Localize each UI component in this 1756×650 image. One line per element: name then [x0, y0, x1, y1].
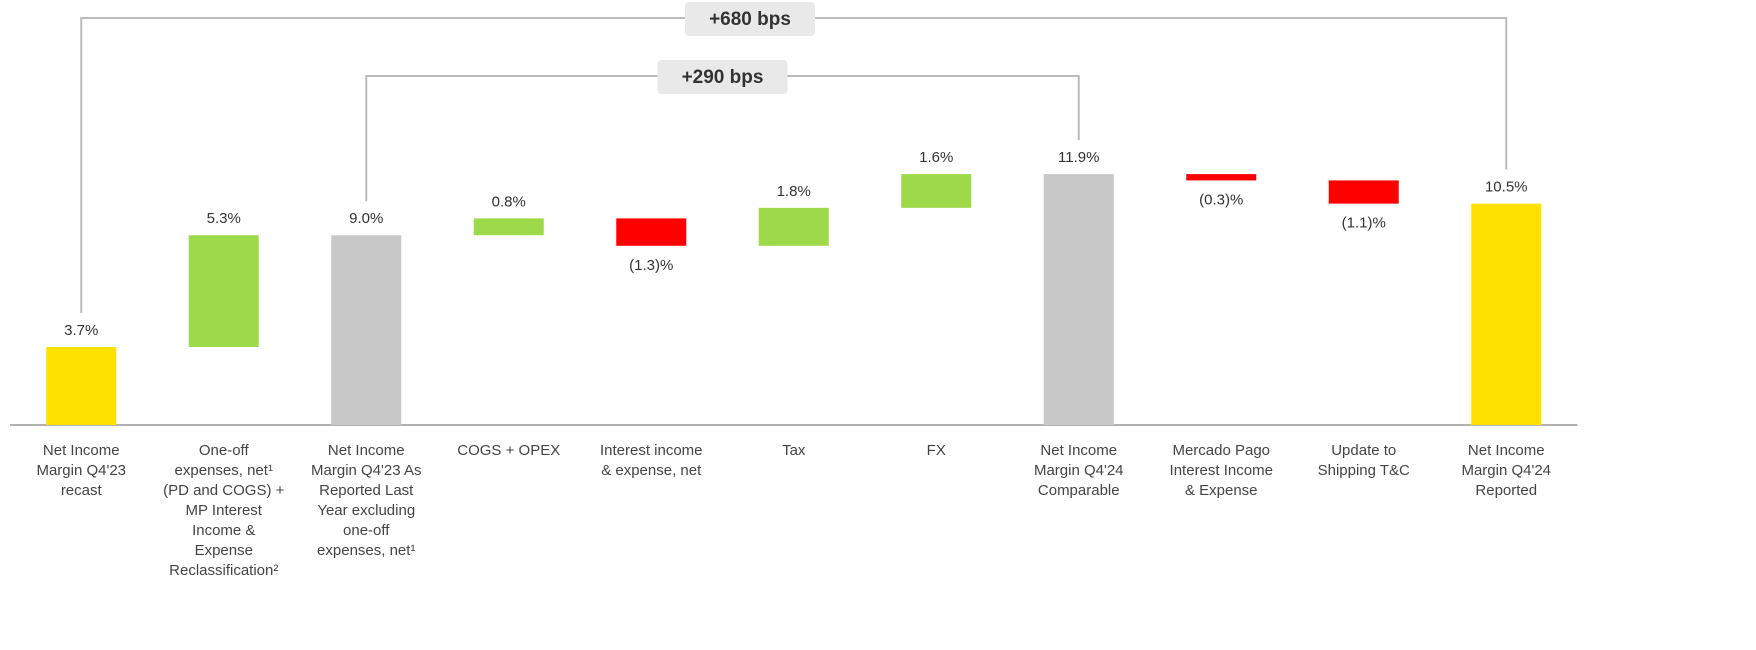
bar	[331, 235, 402, 425]
bar	[758, 207, 829, 246]
x-tick-label: Tax	[782, 442, 806, 459]
value-label: 1.6%	[919, 149, 953, 166]
x-tick-label: Interest income & expense, net	[599, 442, 703, 479]
bar	[1186, 174, 1257, 181]
x-tick-label: FX	[926, 442, 946, 459]
value-label: 1.8%	[777, 183, 811, 200]
bar	[616, 218, 687, 246]
x-tick-label: Net Income Margin Q4'24 Comparable	[1033, 442, 1124, 499]
value-label: 9.0%	[349, 210, 383, 227]
x-tick-label: Net Income Margin Q4'23 recast	[36, 442, 127, 499]
x-tick-label: Update to Shipping T&C	[1317, 442, 1410, 479]
bar	[1328, 180, 1399, 204]
x-tick-label: One-off expenses, net¹ (PD and COGS) + M…	[163, 442, 285, 579]
bracket	[365, 75, 1080, 202]
annotation-box	[657, 60, 788, 94]
x-tick-label: Mercado Pago Interest Income & Expense	[1169, 442, 1273, 499]
value-label: 0.8%	[492, 193, 526, 210]
bar	[1471, 203, 1542, 425]
x-tick-label: COGS + OPEX	[457, 442, 561, 459]
x-tick-label: Net Income Margin Q4'24 Reported	[1461, 442, 1552, 499]
bar	[901, 174, 972, 208]
value-label: 3.7%	[64, 322, 98, 339]
value-label: (0.3)%	[1199, 191, 1243, 208]
annotation: +680 bps	[709, 9, 791, 30]
bar	[1043, 174, 1114, 425]
value-label: 5.3%	[207, 210, 241, 227]
annotation: +290 bps	[682, 67, 764, 88]
value-label: (1.3)%	[629, 257, 673, 274]
value-label: 10.5%	[1485, 179, 1528, 196]
value-label: 11.9%	[1058, 149, 1099, 166]
x-tick-label: Net Income Margin Q4'23 As Reported Last…	[311, 442, 422, 559]
bar	[188, 235, 259, 347]
bracket	[80, 17, 1508, 313]
value-label: (1.1)%	[1342, 215, 1386, 232]
annotation-box	[685, 2, 815, 36]
bar	[46, 346, 117, 425]
bar	[473, 218, 544, 236]
